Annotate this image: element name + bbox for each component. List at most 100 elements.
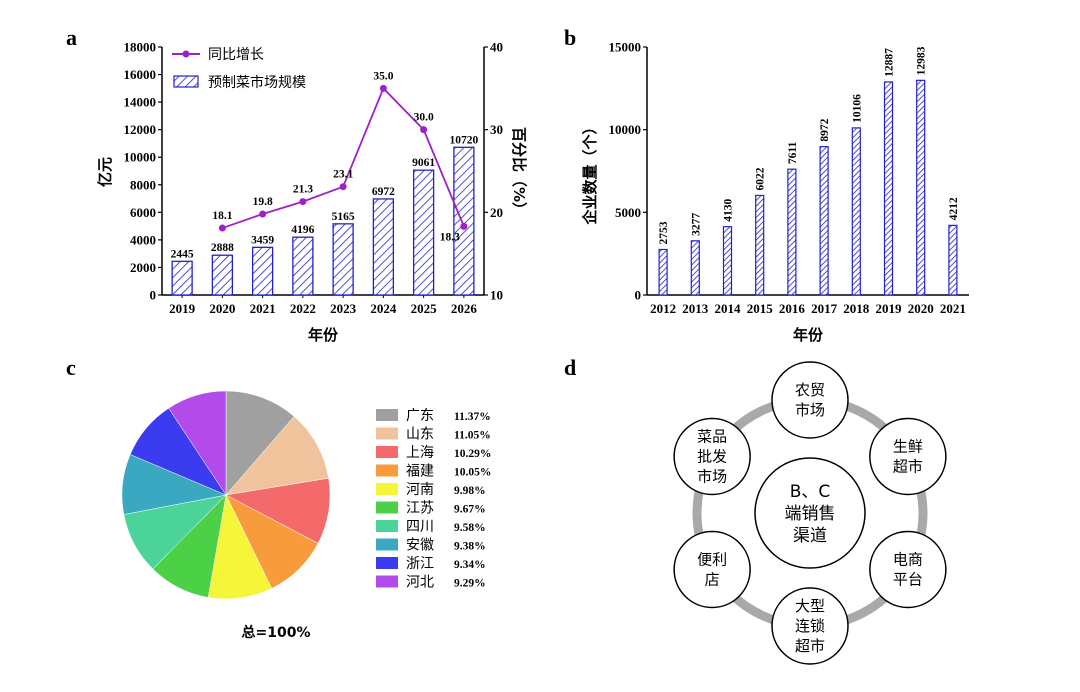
pie-legend-swatch <box>376 464 398 477</box>
chart-b-x-tick-label: 2012 <box>650 301 676 316</box>
chart-a-bar <box>372 198 395 296</box>
channel-node-label: 电商 <box>893 551 923 569</box>
chart-a-bar <box>332 223 354 296</box>
legend-bar-swatch <box>173 75 199 88</box>
chart-a-y-axis-label: 亿元 <box>96 157 114 187</box>
chart-a-growth-value-label: 21.3 <box>293 184 313 196</box>
pie-legend-percent: 9.98% <box>454 485 486 497</box>
channel-node-label: 便利 <box>697 551 727 569</box>
chart-b-bar-value-label: 12887 <box>884 48 896 77</box>
chart-a-x-tick-label: 2020 <box>209 301 235 316</box>
chart-a-y-tick-label: 2000 <box>130 260 156 275</box>
chart-a-bar <box>292 236 314 296</box>
center-node-label: B、C <box>790 482 831 502</box>
chart-a-x-tick-label: 2024 <box>370 301 397 316</box>
chart-a-bar <box>412 169 435 296</box>
chart-a-growth-point <box>259 210 267 218</box>
chart-b-x-tick-label: 2014 <box>715 301 742 316</box>
chart-a-growth-value-label: 35.0 <box>373 70 393 82</box>
chart-b-x-tick-label: 2021 <box>940 301 966 316</box>
pie-legend-swatch <box>376 575 398 588</box>
chart-b-bar-value-label: 4212 <box>948 197 960 220</box>
chart-a-y-tick-label: 16000 <box>124 67 157 82</box>
pie-legend-label: 江苏 <box>406 501 434 517</box>
chart-a-y2-tick-label: 20 <box>490 205 503 220</box>
chart-a-bar-value-label: 4196 <box>291 224 314 236</box>
pie-legend-percent: 9.34% <box>454 559 486 571</box>
chart-a-market-size: 亿元 百分比（%） 年份 同比增长 预制菜市场规模 0 2000 4000 6000 8… <box>96 40 528 345</box>
legend-entry-yoy-growth: 同比增长 <box>208 47 264 63</box>
pie-legend-swatch <box>376 538 398 551</box>
chart-a-bar-value-label: 2445 <box>171 248 194 260</box>
channel-node <box>869 417 947 496</box>
chart-b-x-tick-label: 2020 <box>908 301 934 316</box>
chart-b-bar <box>658 248 668 296</box>
channel-node-label: 市场 <box>697 468 727 486</box>
chart-a-y-tick-label: 10000 <box>124 150 157 165</box>
chart-b-bar <box>819 146 829 296</box>
chart-b-x-tick-label: 2013 <box>682 301 709 316</box>
chart-a-bar <box>211 254 234 296</box>
chart-a-growth-point <box>299 198 307 206</box>
pie-legend-swatch <box>376 501 398 514</box>
pie-total-label: 总=100% <box>242 624 311 641</box>
pie-slice <box>225 416 329 496</box>
chart-a-growth-value-label: 23.1 <box>333 169 353 181</box>
chart-b-bar <box>948 224 958 296</box>
center-node-label: 渠道 <box>793 526 827 546</box>
pie-legend-label: 福建 <box>406 464 434 480</box>
chart-b-bar-value-label: 4130 <box>723 198 735 221</box>
chart-a-growth-point <box>218 224 226 232</box>
pie-legend-swatch <box>376 446 398 458</box>
chart-b-y-tick-label: 10000 <box>609 122 642 137</box>
chart-b-x-axis-label: 年份 <box>793 326 824 344</box>
pie-legend-swatch <box>376 427 398 440</box>
chart-a-bar <box>171 260 193 296</box>
panel-label-c: c <box>66 355 76 380</box>
chart-a-y-tick-label: 12000 <box>124 122 157 137</box>
panel-label-a: a <box>66 25 77 50</box>
pie-legend-percent: 10.29% <box>454 448 491 460</box>
chart-a-y-tick-label: 4000 <box>130 232 156 247</box>
pie-legend-percent: 9.67% <box>454 504 486 516</box>
chart-a-bar-value-label: 10720 <box>450 134 479 146</box>
pie-legend-swatch <box>376 409 398 421</box>
channel-node-label: 大型 <box>795 597 825 615</box>
chart-a-x-tick-label: 2021 <box>250 301 276 316</box>
chart-a-x-tick-label: 2022 <box>290 301 316 316</box>
panel-label-b: b <box>564 25 576 50</box>
chart-b-bar <box>690 240 700 296</box>
pie-legend-swatch <box>376 483 398 495</box>
chart-a-x-axis-label: 年份 <box>308 326 339 344</box>
chart-b-bar-value-label: 2753 <box>658 221 670 244</box>
chart-a-bar-value-label: 2888 <box>211 242 234 254</box>
chart-b-x-tick-label: 2018 <box>843 301 870 316</box>
chart-a-y2-tick-label: 10 <box>490 288 503 303</box>
channel-node-label: 超市 <box>795 637 825 655</box>
center-node <box>754 457 866 569</box>
pie-legend-label: 河南 <box>406 482 434 498</box>
pie-legend-percent: 9.29% <box>454 578 486 590</box>
center-node-label: 端销售 <box>785 504 836 524</box>
chart-a-x-tick-label: 2026 <box>451 301 478 316</box>
chart-a-y2-tick-label: 40 <box>490 40 503 55</box>
chart-a-x-tick-label: 2019 <box>169 301 196 316</box>
chart-a-bar-value-label: 5165 <box>332 211 355 223</box>
pie-legend-label: 山东 <box>406 427 434 443</box>
chart-a-bar <box>453 146 475 296</box>
channel-node-label: 批发 <box>697 448 727 466</box>
pie-legend-label: 浙江 <box>406 556 434 572</box>
chart-a-growth-value-label: 30.0 <box>414 112 434 124</box>
pie-legend-percent: 9.58% <box>454 522 486 534</box>
chart-b-bar-value-label: 12983 <box>916 46 928 75</box>
chart-b-bar <box>787 168 797 296</box>
chart-b-x-tick-label: 2017 <box>811 301 838 316</box>
chart-b-bar-value-label: 10106 <box>851 94 863 123</box>
panel-label-d: d <box>564 355 576 380</box>
chart-a-bar <box>251 246 274 296</box>
chart-b-bar <box>883 81 894 296</box>
channel-node-label: 市场 <box>795 401 825 419</box>
channel-node-label: 连锁 <box>795 617 825 635</box>
chart-a-y-tick-label: 14000 <box>124 95 157 110</box>
